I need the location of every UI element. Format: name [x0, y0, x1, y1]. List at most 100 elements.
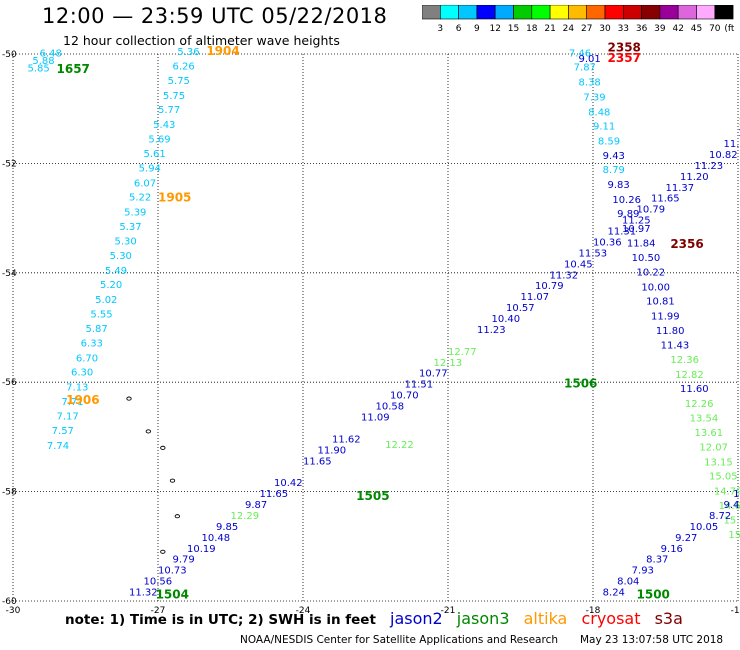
wave-height-value: 11.23: [477, 325, 506, 336]
chart-title: 12:00 — 23:59 UTC 05/22/2018: [42, 4, 388, 28]
wave-height-value: 11.99: [651, 311, 680, 322]
wave-height-value: 5.43: [153, 120, 175, 131]
wave-height-value: 8.37: [646, 555, 668, 566]
y-tick-label: -58: [2, 488, 17, 498]
x-tick-label: -24: [296, 606, 311, 616]
wave-height-value: 8.59: [598, 136, 620, 147]
wave-height-value: 5.02: [95, 295, 117, 306]
wave-height-value: 8.79: [603, 165, 625, 176]
wave-height-value: 11.09: [361, 412, 390, 423]
wave-height-value: 11.20: [680, 172, 709, 183]
wave-height-value: 5.87: [86, 324, 108, 335]
wave-height-value: 10.77: [419, 369, 448, 380]
colorbar-label: (ft): [724, 24, 734, 34]
y-tick-label: -50: [2, 50, 17, 60]
wave-height-value: 13.15: [704, 457, 733, 468]
wave-height-value: 5.69: [148, 135, 170, 146]
pass-time-label: 1505: [356, 489, 389, 503]
colorbar-label: 24: [563, 24, 575, 34]
wave-height-value: 11.62: [332, 434, 361, 445]
wave-height-value: 5.39: [124, 207, 146, 218]
wave-height-value: 6.26: [173, 61, 195, 72]
wave-height-value: 11.23: [695, 161, 724, 172]
colorbar-label: 27: [581, 24, 592, 34]
wave-height-value: 11.53: [579, 248, 608, 259]
island-outline: [126, 396, 132, 401]
wave-height-value: 15.8: [728, 530, 740, 541]
wave-height-value: 10.45: [564, 259, 593, 270]
y-tick-label: -56: [2, 378, 17, 388]
wave-height-value: 8.04: [617, 577, 639, 588]
wave-height-value: 12.13: [434, 358, 463, 369]
colorbar-label: 3: [437, 24, 443, 34]
legend-jason3: jason3: [456, 609, 510, 628]
wave-height-value: 5.94: [139, 164, 161, 175]
wave-height-value: 9.48: [724, 500, 740, 511]
y-tick-label: -60: [2, 597, 17, 607]
island-outline: [160, 549, 166, 554]
pass-time-label: 1500: [637, 587, 670, 601]
wave-height-value: 9.27: [675, 533, 697, 544]
wave-height-value: 6.07: [134, 178, 156, 189]
wave-height-value: 7.17: [57, 411, 79, 422]
colorbar-swatch: [714, 5, 734, 20]
x-tick-label: -15: [731, 606, 740, 616]
note-text: note: 1) Time is in UTC; 2) SWH is in fe…: [65, 612, 376, 628]
colorbar-label: 70: [709, 24, 721, 34]
wave-height-value: 15.05: [709, 472, 738, 483]
wave-height-value: 7.74: [47, 441, 69, 452]
legend-altika: altika: [523, 609, 568, 628]
y-tick-label: -54: [2, 269, 17, 279]
wave-height-value: 7.71: [61, 397, 83, 408]
island-outline: [169, 478, 176, 483]
wave-height-value: 10.26: [612, 195, 641, 206]
wave-height-value: 11.65: [303, 456, 332, 467]
wave-height-value: 9.79: [173, 555, 195, 566]
wave-height-value: 10.82: [709, 150, 738, 161]
wave-height-value: 12.36: [670, 355, 699, 366]
wave-height-value: 14.64: [719, 501, 740, 512]
wave-height-value: 5.88: [32, 56, 54, 67]
wave-height-value: 5.36: [177, 47, 199, 58]
wave-height-value: 12.77: [448, 347, 477, 358]
wave-height-value: 9.11: [593, 121, 615, 132]
wave-height-value: 9.89: [617, 209, 639, 220]
wave-height-value: 5.75: [163, 91, 185, 102]
colorbar-label: 33: [618, 24, 629, 34]
wave-height-value: 9.85: [216, 522, 238, 533]
wave-height-value: 11.65: [651, 194, 680, 205]
pass-time-label: 2358: [608, 40, 641, 54]
wave-height-value: 11.25: [622, 216, 651, 227]
wave-height-value: 11.65: [260, 489, 289, 500]
colorbar-label: 30: [599, 24, 611, 34]
wave-height-value: 6.70: [76, 353, 98, 364]
colorbar-label: 9: [474, 24, 480, 34]
wave-height-value: 5.20: [100, 280, 122, 291]
wave-height-value: 10.56: [144, 577, 173, 588]
wave-height-value: 9.87: [245, 500, 267, 511]
wave-height-value: 11.67: [738, 128, 740, 139]
x-tick-label: -27: [151, 606, 166, 616]
wave-height-value: 10.79: [535, 281, 564, 292]
wave-height-value: 10.22: [637, 268, 666, 279]
wave-height-value: 12.29: [231, 511, 260, 522]
wave-height-value: 7.39: [583, 92, 605, 103]
wave-height-value: 10.58: [376, 402, 405, 413]
y-tick-label: -52: [2, 159, 17, 169]
colorbar-label: 42: [672, 24, 683, 34]
wave-height-value: 12.26: [685, 399, 714, 410]
wave-height-value: 13.54: [690, 414, 719, 425]
wave-height-value: 7.46: [569, 49, 591, 60]
wave-height-value: 11.32: [129, 588, 158, 599]
wave-height-value: 10: [733, 489, 740, 500]
wave-height-value: 11.07: [521, 292, 550, 303]
wave-height-value: 10.50: [632, 253, 661, 264]
colorbar-label: 12: [489, 24, 500, 34]
wave-height-value: 5.30: [110, 251, 132, 262]
wave-height-value: 5.55: [90, 310, 112, 321]
wave-height-value: 14.79: [714, 486, 740, 497]
legend-s3a: s3a: [654, 609, 683, 628]
wave-height-value: 15.7: [724, 515, 740, 526]
